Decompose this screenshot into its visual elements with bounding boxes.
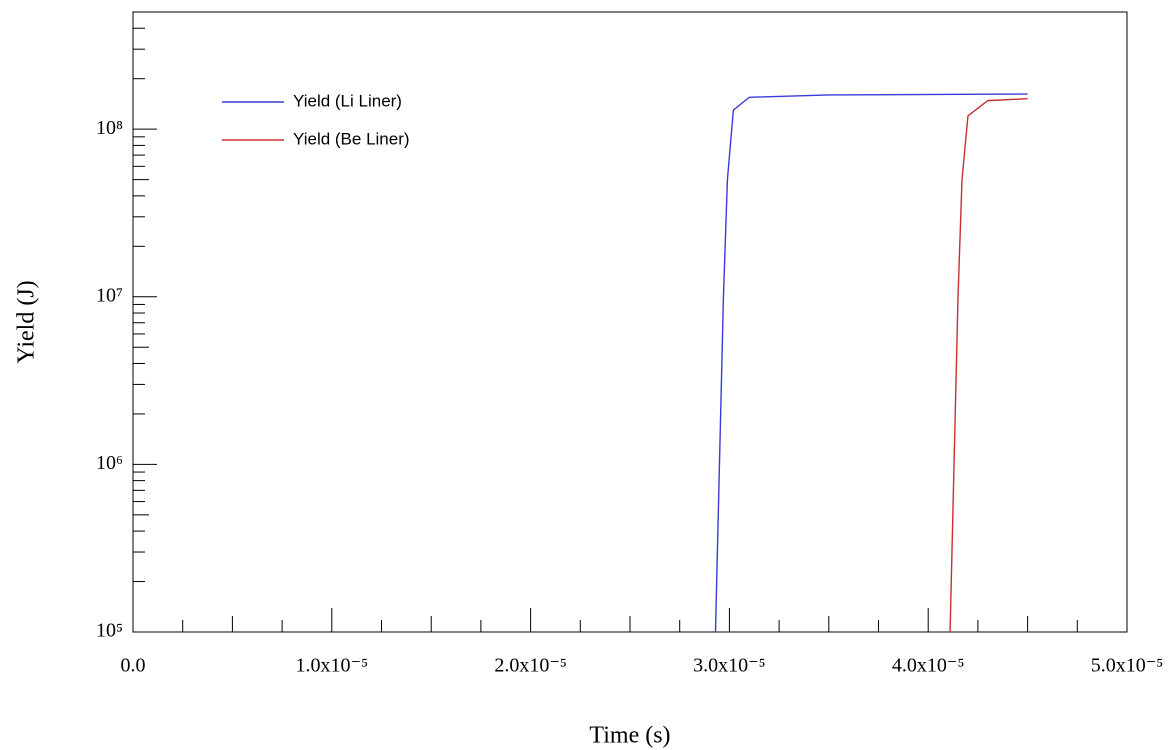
legend-label: Yield (Li Liner) — [293, 91, 402, 110]
x-tick-label: 0.0 — [121, 655, 146, 677]
y-axis-title: Yield (J) — [14, 280, 40, 363]
series-line — [949, 97, 1028, 633]
x-axis-title: Time (s) — [589, 723, 670, 749]
x-tick-label: 1.0x10⁻⁵ — [296, 655, 369, 677]
series-line — [714, 93, 1028, 633]
x-tick-label: 4.0x10⁻⁵ — [892, 655, 965, 677]
y-tick-label: 10⁶ — [96, 452, 123, 474]
y-tick-label: 10⁷ — [96, 284, 123, 306]
x-tick-label: 3.0x10⁻⁵ — [693, 655, 766, 677]
plot-frame — [132, 11, 1128, 633]
y-tick-label: 10⁵ — [96, 620, 123, 642]
x-tick-label: 5.0x10⁻⁵ — [1091, 655, 1164, 677]
y-tick-label: 10⁸ — [96, 117, 123, 139]
x-tick-label: 2.0x10⁻⁵ — [494, 655, 567, 677]
legend-label: Yield (Be Liner) — [293, 129, 410, 148]
